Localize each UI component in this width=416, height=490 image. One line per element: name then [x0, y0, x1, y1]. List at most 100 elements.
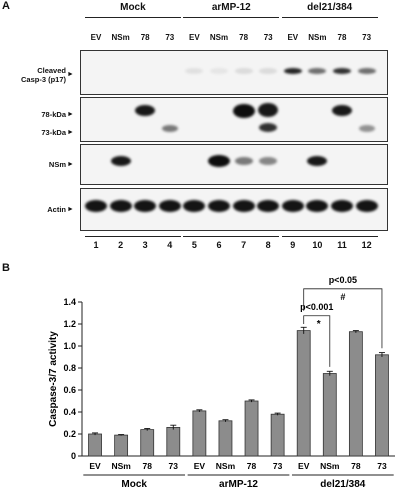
- x-tick-label-3: 78: [142, 461, 152, 471]
- band-casp3-9: [283, 68, 302, 74]
- y-tick-label-4: 0.8: [63, 363, 76, 373]
- bar-4: [166, 426, 181, 457]
- lane-number-5: 5: [191, 240, 197, 250]
- x-tick-label-5: EV: [194, 461, 206, 471]
- bar-6: [218, 420, 233, 457]
- lane-number-10: 10: [312, 240, 323, 250]
- band-actin-4: [158, 200, 181, 212]
- lane-number-1: 1: [93, 240, 99, 250]
- x-tick-label-11: 78: [351, 461, 361, 471]
- group-label-b-0: Mock: [121, 479, 147, 490]
- bar-10: [322, 373, 337, 457]
- lane-number-12: 12: [361, 240, 372, 250]
- lane-number-9: 9: [290, 240, 296, 250]
- band-casp3-10: [308, 68, 327, 74]
- sig-label-2: p<0.05: [329, 275, 357, 285]
- x-tick-label-7: 78: [247, 461, 257, 471]
- bar-2: [114, 434, 129, 457]
- band-casp3-11: [333, 68, 351, 74]
- lane-number-8: 8: [265, 240, 271, 250]
- blot-label-78kda: 78-kDa: [41, 110, 66, 119]
- band-78-8: [258, 103, 279, 117]
- blot-nsm: [80, 144, 388, 185]
- band-actin-6: [208, 200, 230, 212]
- arrow-casp3: ►: [67, 71, 74, 78]
- band-actin-3: [134, 200, 157, 212]
- group-header-line-2: [281, 17, 378, 18]
- x-tick-label-12: 73: [377, 461, 387, 471]
- band-actin-9: [281, 200, 304, 212]
- arrow-nsm: ►: [67, 161, 74, 168]
- x-tick-label-2: NSm: [111, 461, 131, 471]
- bar-8: [270, 413, 285, 457]
- group-header-2: del21/384: [307, 2, 353, 13]
- bar-3: [140, 429, 155, 457]
- band-nsm-2: [110, 156, 131, 166]
- band-casp3-6: [210, 68, 228, 74]
- band-actin-1: [85, 200, 107, 212]
- sig-bracket-2: [303, 288, 383, 349]
- lane-number-4: 4: [167, 240, 173, 250]
- band-78-3: [135, 105, 156, 116]
- group-header-0: Mock: [120, 2, 146, 13]
- lane-number-line-1: [183, 236, 280, 237]
- band-actin-5: [183, 200, 206, 212]
- lane-label-4: 73: [165, 33, 175, 42]
- y-tick-label-1: 0.2: [63, 429, 76, 439]
- lane-label-6: NSm: [209, 33, 229, 42]
- group-header-line-0: [85, 17, 181, 18]
- band-nsm-6: [208, 155, 230, 167]
- lane-label-7: 78: [239, 33, 249, 42]
- band-casp3-8: [259, 68, 278, 74]
- sig-label-1: p<0.001: [300, 302, 333, 312]
- y-tick-label-2: 0.4: [63, 407, 76, 417]
- lane-number-11: 11: [337, 240, 347, 250]
- lane-label-2: NSm: [111, 33, 130, 42]
- lane-number-7: 7: [241, 240, 247, 250]
- arrow-73kda: ►: [67, 129, 74, 136]
- bar-7: [244, 400, 259, 457]
- lane-number-line-0: [85, 236, 181, 237]
- y-tick-label-0: 0: [71, 451, 76, 461]
- band-73-8: [259, 123, 278, 132]
- x-tick-label-1: EV: [89, 461, 101, 471]
- x-tick-label-10: NSm: [320, 461, 340, 471]
- band-actin-11: [331, 200, 353, 212]
- y-axis-label: Caspase-3/7 activity: [48, 331, 59, 427]
- band-actin-2: [109, 200, 132, 212]
- x-tick-label-4: 73: [169, 461, 179, 471]
- lane-label-10: NSm: [308, 33, 327, 42]
- lane-label-12: 73: [362, 33, 372, 42]
- band-73-12: [358, 125, 375, 132]
- bar-9: [296, 330, 311, 457]
- band-73-4: [161, 125, 178, 132]
- bar-1: [88, 433, 102, 457]
- arrow-actin: ►: [67, 206, 74, 213]
- y-tick-label-7: 1.4: [63, 297, 76, 307]
- group-header-1: arMP-12: [211, 2, 251, 13]
- band-actin-7: [232, 200, 255, 212]
- lane-label-9: EV: [287, 33, 299, 42]
- lane-label-3: 78: [140, 33, 150, 42]
- group-label-b-1: arMP-12: [219, 479, 258, 490]
- lane-label-11: 78: [337, 33, 347, 42]
- band-78-11: [332, 105, 352, 116]
- x-tick-label-6: NSm: [216, 461, 236, 471]
- x-tick-label-9: EV: [298, 461, 310, 471]
- group-label-b-2: del21/384: [320, 479, 365, 490]
- band-casp3-5: [185, 68, 204, 74]
- lane-label-5: EV: [189, 33, 200, 42]
- bar-12: [375, 354, 389, 457]
- bar-5: [192, 410, 207, 457]
- x-tick-label-8: 73: [273, 461, 283, 471]
- lane-number-3: 3: [142, 240, 148, 250]
- blot-label-casp3-line2: Casp-3 (p17): [20, 75, 66, 84]
- band-actin-8: [257, 200, 280, 212]
- group-header-line-1: [183, 17, 280, 18]
- blot-label-casp3-line1: Cleaved: [37, 66, 66, 75]
- band-nsm-7: [234, 157, 253, 165]
- y-tick-label-3: 0.6: [63, 385, 76, 395]
- lane-label-1: EV: [90, 33, 102, 42]
- sig-symbol-2: #: [340, 292, 345, 302]
